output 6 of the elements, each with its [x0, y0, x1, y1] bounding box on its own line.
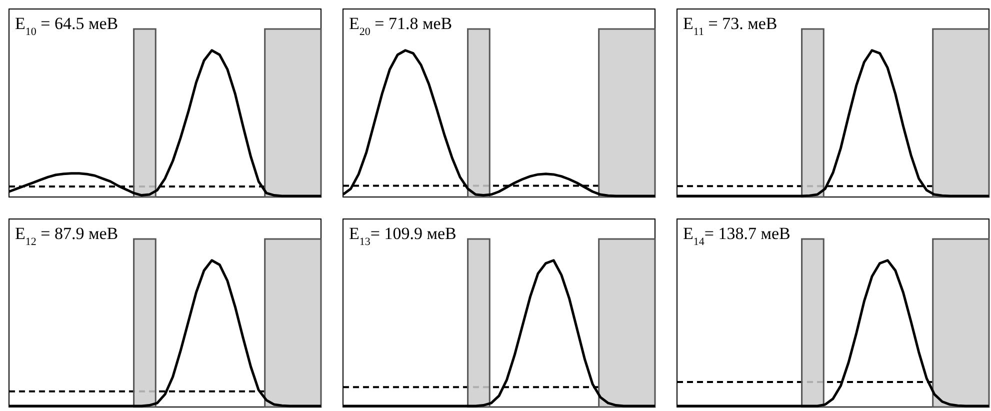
chart-title: E$_{13}$= 109.9 меВ: [349, 224, 456, 248]
chart-title: E$_{12}$ = 87.9 меВ: [15, 224, 118, 248]
chart-title: E$_{11}$ = 73. меВ: [683, 14, 778, 38]
chart-title: E$_{14}$= 138.7 меВ: [683, 224, 790, 248]
chart-title: E$_{20}$ = 71.8 меВ: [349, 14, 452, 38]
chart-title: E$_{10}$ = 64.5 меВ: [15, 14, 118, 38]
